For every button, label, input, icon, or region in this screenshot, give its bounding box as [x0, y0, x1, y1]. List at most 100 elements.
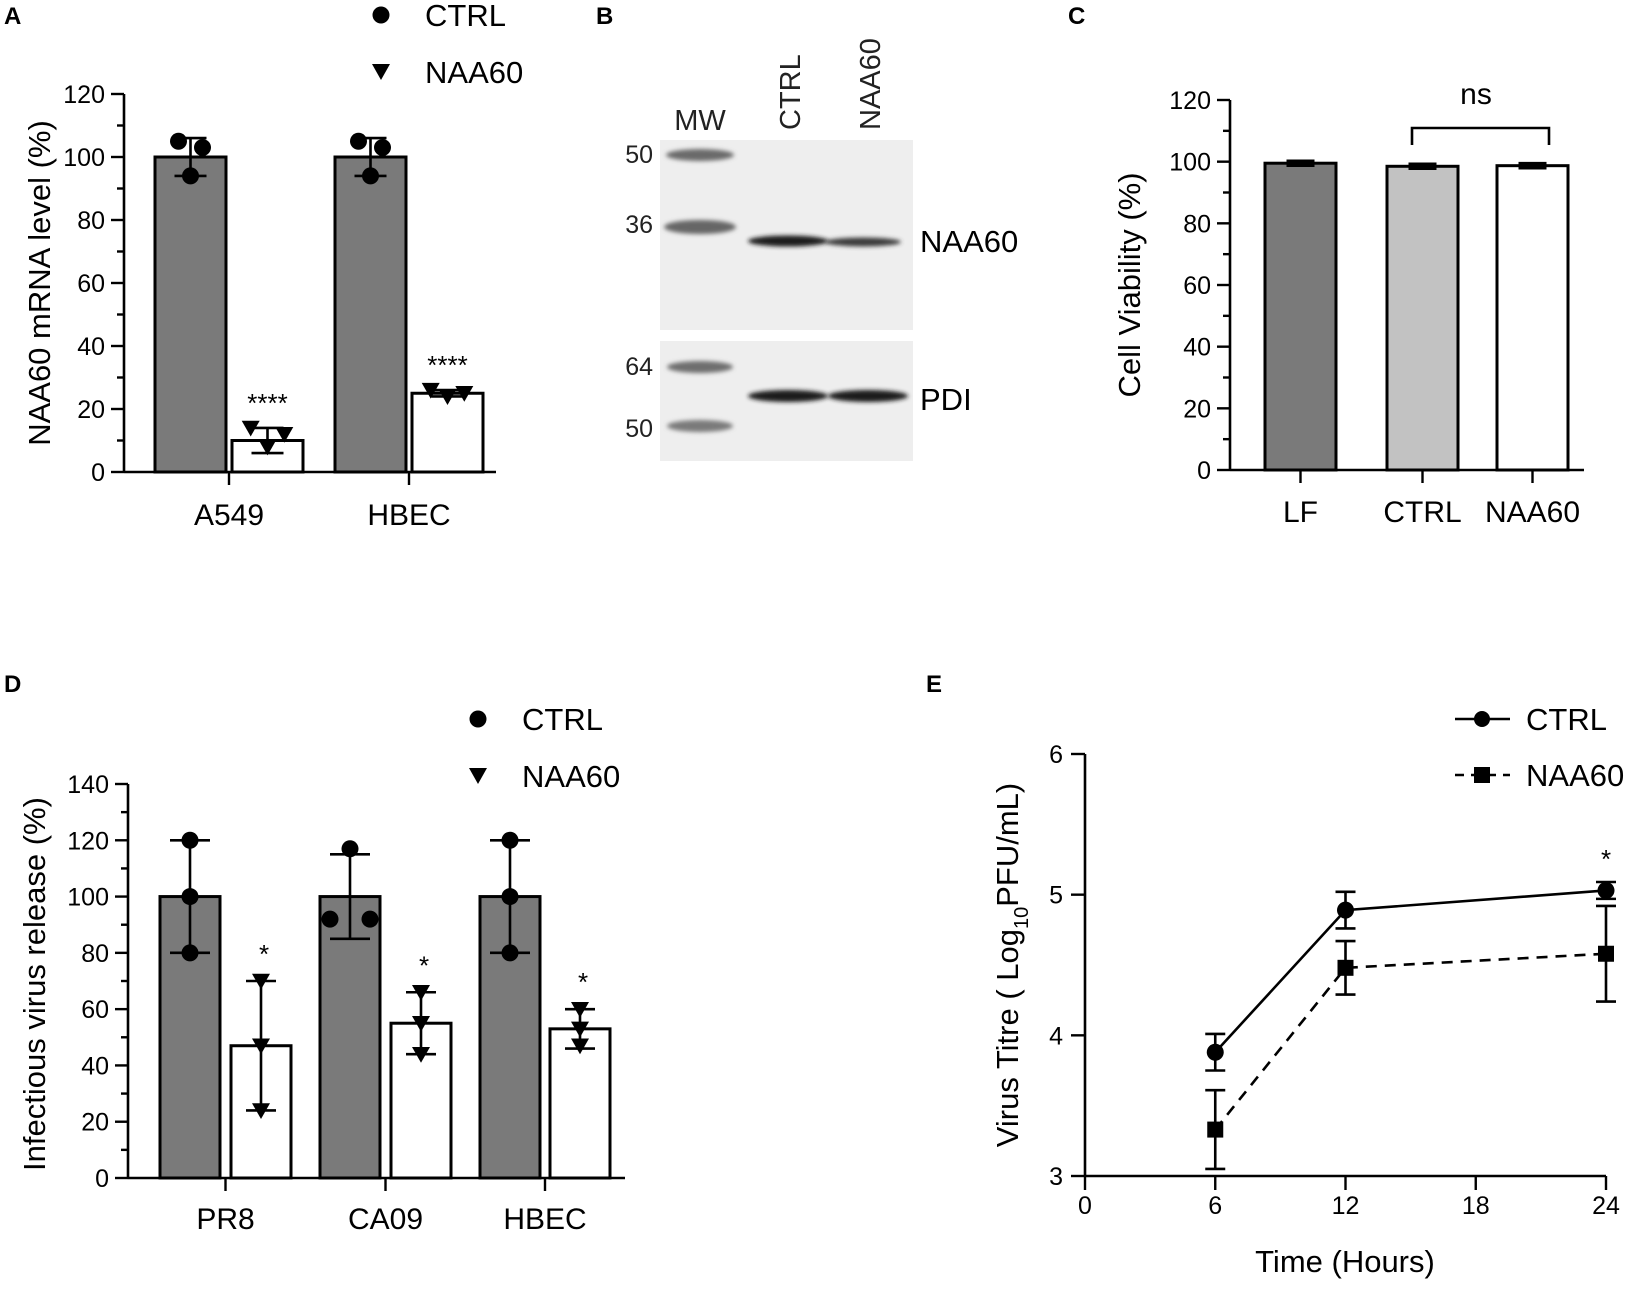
blot-top-membrane: [660, 140, 913, 330]
c-error-bar: [1408, 162, 1437, 171]
c-bar-lf: [1263, 161, 1338, 472]
a-bar-ctrl: [153, 155, 228, 474]
c-significance-bracket: [1410, 126, 1551, 145]
c-error-bar: [1518, 161, 1547, 170]
e-x-tick-label: 6: [1208, 1192, 1222, 1220]
panel-label-b: B: [596, 3, 613, 30]
d-data-point: [501, 831, 519, 849]
d-data-point: [341, 840, 359, 858]
d-data-point: [321, 910, 339, 928]
d-significance-star: *: [419, 950, 429, 980]
y-tick-label: 40: [81, 1052, 109, 1080]
e-y-label-suffix: PFU/mL): [990, 783, 1025, 907]
c-bar-naa60: [1495, 164, 1570, 472]
e-legend: CTRL NAA60: [1455, 702, 1624, 793]
blot-band-naa60-kd: [825, 237, 901, 247]
legend-circle-marker: [1474, 711, 1490, 727]
blot-lane-naa60: NAA60: [855, 38, 887, 130]
c-y-label: Cell Viability (%): [1112, 172, 1147, 397]
legend-triangle-marker: [469, 768, 487, 784]
panel-label-a: A: [4, 3, 21, 30]
y-tick-label: 80: [1183, 210, 1211, 238]
d-data-point: [571, 1038, 589, 1055]
legend-circle-marker: [469, 710, 487, 728]
a-data-point: [194, 139, 211, 157]
blot-marker-label: 50: [625, 141, 653, 169]
y-tick-label: 0: [91, 459, 105, 487]
y-tick-label: 40: [77, 333, 105, 361]
d-data-point: [252, 973, 270, 990]
a-data-point: [421, 382, 440, 399]
d-data-point: [501, 888, 519, 906]
d-data-point: [412, 1046, 430, 1063]
e-line-ctrl: [1214, 889, 1607, 1054]
d-category-label: CA09: [348, 1203, 423, 1236]
a-significance-stars: ****: [427, 350, 467, 380]
y-tick-label: 40: [1183, 334, 1211, 362]
a-category-label: HBEC: [367, 499, 450, 532]
d-data-point: [181, 944, 199, 962]
c-category-label: CTRL: [1383, 496, 1461, 529]
a-data-point: [362, 167, 379, 185]
e-x-label: Time (Hours): [1255, 1244, 1435, 1279]
d-data-point: [501, 944, 519, 962]
a-data-point: [350, 132, 367, 150]
a-bar-ctrl: [333, 155, 408, 474]
c-error-bar: [1286, 159, 1315, 167]
a-data-point: [438, 389, 457, 405]
d-significance-star: *: [578, 967, 588, 997]
e-data-point-ctrl: [1206, 1043, 1224, 1061]
blot-band-naa60-ctrl: [748, 235, 828, 247]
blot-marker-band: [664, 220, 736, 234]
c-bar-ctrl: [1385, 164, 1460, 472]
e-y-label: Virus Titre ( Log10PFU/mL): [990, 783, 1033, 1148]
e-y-tick-label: 6: [1049, 741, 1063, 769]
d-significance-star: *: [259, 939, 269, 969]
blot-protein-pdi: PDI: [920, 382, 972, 417]
d-category-label: PR8: [196, 1203, 254, 1236]
a-significance-stars: ****: [247, 388, 287, 418]
blot-band-pdi-ctrl: [748, 390, 828, 402]
legend-square-marker: [1474, 767, 1490, 783]
a-data-point: [275, 427, 294, 443]
e-data-point-naa60: [1598, 945, 1614, 962]
a-category-label: A549: [194, 499, 264, 532]
y-tick-label: 140: [67, 771, 109, 799]
a-y-label: NAA60 mRNA level (%): [22, 120, 57, 446]
e-data-point-ctrl: [1337, 901, 1354, 919]
a-legend-naa60: NAA60: [425, 55, 523, 90]
a-data-point: [455, 386, 474, 402]
e-legend-ctrl: CTRL: [1526, 702, 1607, 737]
blot-band-pdi-kd: [828, 390, 908, 402]
e-y-label-sub: 10: [1011, 907, 1033, 929]
a-data-point: [170, 132, 187, 150]
y-tick-label: 80: [81, 940, 109, 968]
blot-marker-label: 50: [625, 415, 653, 443]
e-x-tick-label: 0: [1078, 1192, 1092, 1220]
e-legend-naa60: NAA60: [1526, 758, 1624, 793]
e-x-tick-label: 12: [1332, 1192, 1360, 1220]
e-y-label-prefix: Virus Titre ( Log: [990, 929, 1025, 1147]
y-tick-label: 100: [63, 144, 105, 172]
y-tick-label: 120: [67, 827, 109, 855]
y-tick-label: 0: [1197, 457, 1211, 485]
y-tick-label: 80: [77, 207, 105, 235]
y-tick-label: 60: [1183, 272, 1211, 300]
panel-b-western-blot: MW CTRL NAA60 50 36 64 50 NAA60 PDI: [625, 38, 1018, 461]
y-tick-label: 100: [1169, 149, 1211, 177]
y-tick-label: 20: [77, 396, 105, 424]
y-tick-label: 120: [1169, 87, 1211, 115]
e-x-tick-label: 24: [1592, 1192, 1620, 1220]
panel-label-d: D: [4, 671, 21, 698]
d-y-label: Infectious virus release (%): [17, 797, 52, 1171]
a-data-point: [241, 420, 260, 437]
blot-marker-band: [667, 361, 733, 373]
d-category-label: HBEC: [503, 1203, 586, 1236]
e-data-point-ctrl: [1597, 881, 1615, 899]
y-tick-label: 20: [81, 1109, 109, 1137]
y-tick-label: 20: [1183, 395, 1211, 423]
blot-marker-band: [666, 149, 734, 161]
e-significance-star: *: [1601, 844, 1611, 874]
blot-marker-band: [667, 420, 733, 432]
